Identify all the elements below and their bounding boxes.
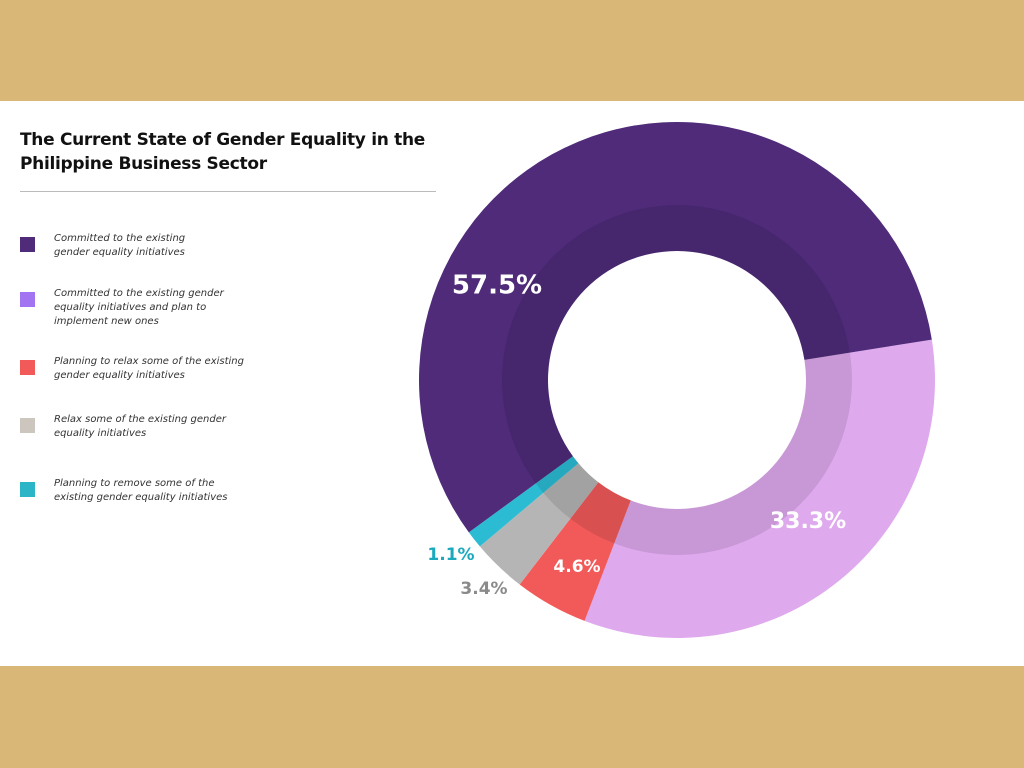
legend-swatch [20,418,35,433]
chart-card: The Current State of Gender Equality in … [0,101,1024,666]
data-label: 4.6% [553,557,600,577]
data-label: 33.3% [770,509,846,534]
donut-chart: 33.3% 4.6% 3.4% 1.1% 57.5% [419,121,936,638]
legend-item: Committed to the existing gender equalit… [20,232,204,260]
legend-label: Committed to the existing gender equalit… [54,233,186,258]
inner-shade-ring [502,205,852,555]
legend-swatch [20,482,35,497]
data-label: 3.4% [460,579,507,599]
legend-swatch [20,292,35,307]
legend-label: Planning to remove some of the existing … [54,478,228,503]
donut-slice [419,121,932,533]
donut-slice [519,482,631,621]
legend-item: Committed to the existing gender equalit… [20,287,244,329]
chart-title: The Current State of Gender Equality in … [20,130,426,174]
legend-swatch [20,237,35,252]
legend-label: Planning to relax some of the existing g… [54,356,244,381]
data-label: 57.5% [452,271,542,301]
legend-item: Relax some of the existing gender equali… [20,413,254,441]
donut-slice [479,463,599,585]
data-label: 1.1% [427,545,474,565]
title-divider [20,191,436,192]
legend-swatch [20,360,35,375]
legend-label: Relax some of the existing gender equali… [54,414,226,439]
donut-slice [584,339,936,638]
legend-item: Planning to relax some of the existing g… [20,355,254,383]
legend-item: Planning to remove some of the existing … [20,477,254,505]
donut-slice [468,456,579,547]
legend-label: Committed to the existing gender equalit… [54,288,224,327]
